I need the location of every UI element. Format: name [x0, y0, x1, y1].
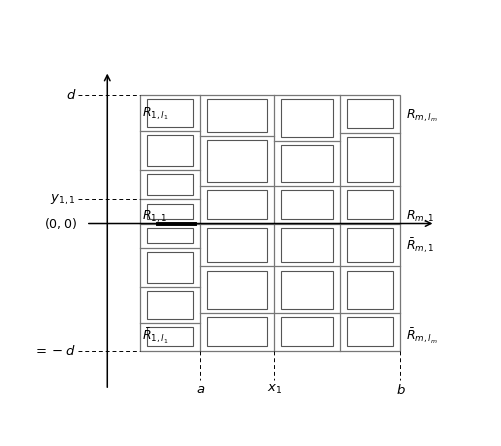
Bar — [207, 99, 267, 132]
Bar — [347, 99, 393, 128]
Bar — [147, 252, 193, 283]
Text: $\bar{R}_{m,1}$: $\bar{R}_{m,1}$ — [406, 236, 435, 255]
Text: $x_1$: $x_1$ — [267, 383, 282, 396]
Bar — [347, 271, 393, 309]
Text: $(0,0)$: $(0,0)$ — [45, 216, 77, 231]
Bar — [347, 227, 393, 262]
Bar — [207, 190, 267, 219]
Bar — [147, 203, 193, 219]
Bar — [347, 317, 393, 347]
Bar — [281, 271, 333, 309]
Bar — [347, 136, 393, 182]
Text: $y_{1,1}$: $y_{1,1}$ — [51, 192, 76, 206]
Bar — [147, 327, 193, 347]
Bar — [140, 95, 400, 351]
Bar — [281, 317, 333, 347]
Text: $b$: $b$ — [395, 383, 405, 397]
Text: $R_{m,l_m}$: $R_{m,l_m}$ — [406, 107, 438, 124]
Text: $\bar{R}_{m,l_m}$: $\bar{R}_{m,l_m}$ — [406, 327, 438, 347]
Bar — [281, 227, 333, 262]
Bar — [207, 140, 267, 182]
Bar — [147, 291, 193, 319]
Text: $= -d$: $= -d$ — [33, 343, 76, 358]
Text: $\bar{R}_{1,l_1}$: $\bar{R}_{1,l_1}$ — [142, 327, 169, 347]
Bar — [207, 271, 267, 309]
Bar — [147, 174, 193, 195]
Bar — [147, 135, 193, 166]
Text: $a$: $a$ — [196, 383, 205, 396]
Bar — [281, 190, 333, 219]
Bar — [147, 99, 193, 127]
Bar — [281, 145, 333, 182]
Bar — [347, 190, 393, 219]
Bar — [147, 227, 193, 244]
Bar — [207, 317, 267, 347]
Text: $R_{1,1}$: $R_{1,1}$ — [142, 208, 168, 225]
Text: $R_{m,1}$: $R_{m,1}$ — [406, 208, 435, 225]
Bar — [207, 227, 267, 262]
Text: $R_{1,l_1}$: $R_{1,l_1}$ — [142, 105, 169, 122]
Text: $d$: $d$ — [66, 88, 76, 102]
Bar — [281, 99, 333, 137]
